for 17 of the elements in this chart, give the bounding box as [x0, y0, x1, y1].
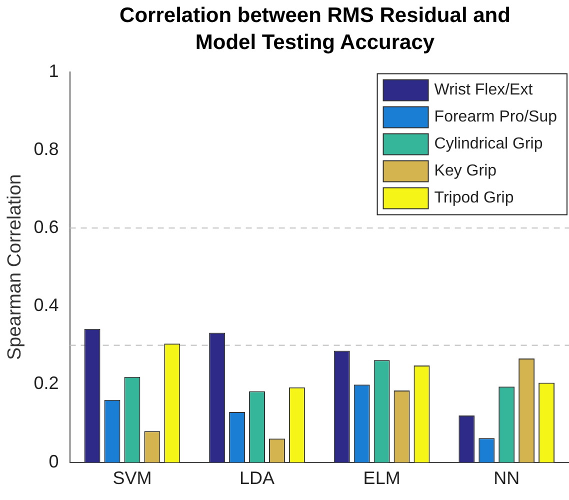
x-tick-label: ELM: [363, 468, 400, 488]
y-tick-label: 0.6: [34, 217, 59, 238]
y-tick-label: 1: [48, 60, 59, 81]
legend-label: Key Grip: [434, 162, 497, 180]
x-tick-label: NN: [494, 468, 520, 488]
x-tick-label: LDA: [240, 468, 275, 488]
legend-label: Tripod Grip: [434, 190, 514, 207]
chart-title: Correlation between RMS Residual and Model Testing Accuracy: [118, 3, 512, 56]
y-tick-label: 0: [48, 451, 59, 472]
y-tick-label: 0.8: [34, 138, 59, 159]
y-axis-title: Spearman Correlation: [4, 174, 26, 360]
legend-label: Wrist Flex/Ext: [434, 82, 534, 99]
y-tick-label: 0.2: [34, 373, 59, 394]
legend-label: Forearm Pro/Sup: [434, 108, 558, 126]
x-tick-label: SVM: [112, 468, 152, 488]
y-tick-label: 0.4: [34, 295, 59, 316]
legend-label: Cylindrical Grip: [434, 136, 543, 153]
